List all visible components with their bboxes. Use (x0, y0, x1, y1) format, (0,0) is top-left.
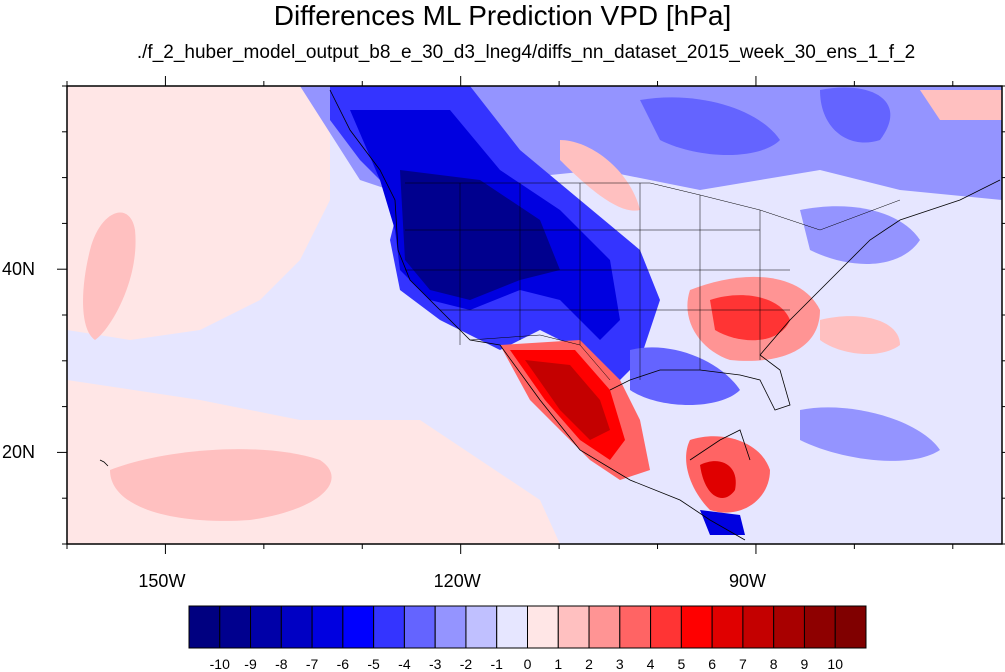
field-gulf-neg (630, 347, 740, 405)
colorbar-label: -5 (367, 656, 380, 672)
colorbar-box (803, 605, 836, 649)
field-mexico-pos-core (525, 360, 610, 440)
field-pacific-pos (67, 86, 330, 340)
field-se-pos-core (710, 295, 790, 341)
colorbar-box (434, 605, 467, 649)
colorbar-label: -7 (305, 656, 319, 672)
lon-tick-label: 90W (728, 571, 766, 591)
colorbar-label: -2 (459, 656, 473, 672)
colorbar-label: -9 (244, 656, 257, 672)
border-states-a (459, 183, 761, 380)
colorbar-label: 8 (769, 656, 778, 672)
colorbar-box (219, 605, 252, 649)
field-pacific-pos2 (83, 212, 136, 340)
colorbar-box (373, 605, 405, 649)
colorbar-label: -1 (490, 656, 503, 672)
border-us-mexico (469, 334, 611, 381)
colorbar-label: -10 (209, 656, 230, 672)
colorbar-label: 7 (739, 656, 747, 672)
field-plains-pos (560, 140, 640, 211)
colorbar-box (527, 605, 559, 649)
colorbar (188, 605, 867, 649)
field-labrador-pos (920, 90, 1002, 120)
colorbar-box (711, 605, 744, 649)
axis-ticks (57, 76, 1005, 554)
colorbar-box (311, 605, 344, 649)
field-atlantic-pos (820, 316, 900, 355)
colorbar-box (342, 605, 375, 649)
colorbar-label: 0 (523, 656, 532, 672)
lon-tick-label: 120W (433, 571, 481, 591)
field-centam-neg (700, 510, 745, 535)
colorbar-label: 5 (677, 656, 686, 672)
colorbar-label: 3 (615, 656, 624, 672)
colorbar-box (773, 605, 805, 649)
field-canada-neg2 (640, 97, 780, 155)
colorbar-label: 2 (585, 656, 593, 672)
colorbar-box (496, 605, 528, 649)
colorbar-label: 9 (800, 656, 809, 672)
map-title: Differences ML Prediction VPD [hPa] (273, 0, 732, 31)
colorbar-box (680, 605, 713, 649)
colorbar-label: 4 (646, 656, 655, 672)
coastline-hawaii (99, 459, 109, 467)
colorbar-label: 10 (827, 656, 843, 672)
colorbar-label: -6 (336, 656, 350, 672)
colorbar-label: -3 (428, 656, 442, 672)
colorbar-label: -8 (275, 656, 288, 672)
border-states-b (405, 229, 790, 311)
colorbar-box (280, 605, 313, 649)
colorbar-label: 6 (708, 656, 717, 672)
coastline-yucatan (689, 429, 751, 461)
colorbar-label: -4 (398, 656, 411, 672)
field-carib-neg (800, 407, 940, 461)
lat-tick-label: 20N (2, 442, 36, 463)
colorbar-box (403, 605, 436, 649)
colorbar-box (250, 605, 282, 649)
colorbar-box (834, 605, 867, 649)
field-canada-neg3 (820, 87, 891, 143)
political-borders (405, 182, 901, 381)
lon-tick-label: 150W (138, 571, 186, 591)
colorbar-box (465, 605, 498, 649)
colorbar-label: 1 (554, 656, 563, 672)
coastline-gulf (609, 354, 791, 411)
coastline-east (759, 179, 1001, 356)
colorbar-box (650, 605, 682, 649)
colorbar-box (588, 605, 621, 649)
colorbar-box (557, 605, 590, 649)
field-east-neg (800, 206, 920, 264)
field-centam-pos-core (700, 461, 736, 498)
map-field (67, 86, 1002, 544)
colorbar-box (619, 605, 652, 649)
colorbar-box (742, 605, 775, 649)
field-pacific-pos3 (110, 449, 332, 521)
map-subtitle: ./f_2_huber_model_output_b8_e_30_d3_lneg… (136, 42, 916, 63)
lat-tick-label: 40N (2, 259, 36, 280)
colorbar-box (188, 605, 221, 649)
